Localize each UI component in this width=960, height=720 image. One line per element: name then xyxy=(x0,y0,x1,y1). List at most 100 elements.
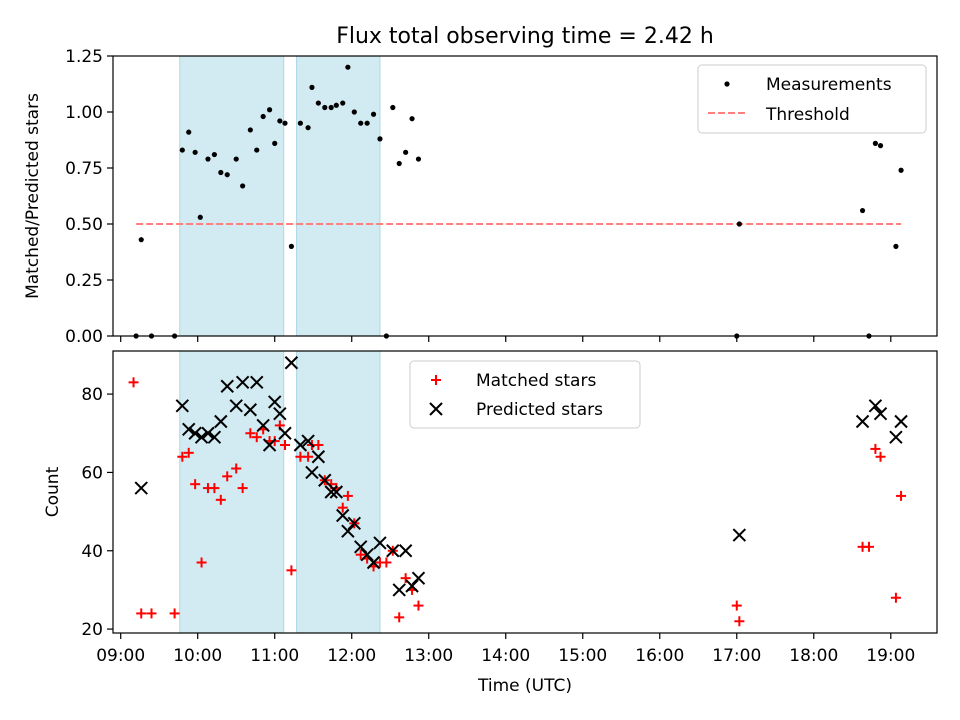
bottom-legend-box xyxy=(409,360,641,429)
predicted-star-point xyxy=(301,434,315,448)
x-tick-label: 13:00 xyxy=(404,646,453,666)
measurement-point xyxy=(266,107,273,113)
bottom-shaded-intervals xyxy=(179,350,381,634)
y-tick-label: 0.50 xyxy=(65,215,103,235)
chart-title: Flux total observing time = 2.42 h xyxy=(336,24,714,49)
marker-stroke xyxy=(268,395,282,409)
measurement-point xyxy=(260,113,266,120)
predicted-star-point xyxy=(273,406,287,421)
marker-stroke xyxy=(243,403,258,417)
matched-star-point xyxy=(190,479,201,490)
predicted-legend-marker xyxy=(429,402,443,416)
predicted-star-point xyxy=(201,426,215,440)
predicted-star-point xyxy=(366,555,381,570)
marker-stroke xyxy=(214,414,228,429)
matched-star-point xyxy=(183,447,194,458)
y-tick-label: 60 xyxy=(81,463,103,483)
matched-star-point xyxy=(413,600,424,611)
matched-star-point xyxy=(303,451,314,462)
predicted-star-point xyxy=(732,528,747,542)
matched-star-point xyxy=(896,490,907,501)
measurement-point xyxy=(186,129,192,135)
measurement-point xyxy=(333,102,339,108)
marker-stroke xyxy=(256,418,270,433)
marker-stroke xyxy=(182,422,196,437)
predicted-star-point xyxy=(889,430,903,444)
matched-star-point xyxy=(313,440,324,450)
measurement-point xyxy=(138,237,144,243)
marker-stroke xyxy=(405,579,419,593)
predicted-star-point xyxy=(873,406,888,421)
top-x-ticks xyxy=(120,336,892,342)
measurement-point xyxy=(415,156,422,162)
measurement-point xyxy=(297,120,303,126)
marker-stroke xyxy=(336,508,350,523)
predicted-star-point xyxy=(207,430,222,444)
matched-star-point xyxy=(286,565,297,576)
matched-star-point xyxy=(222,471,233,482)
predicted-star-point xyxy=(347,516,362,531)
measurement-point xyxy=(205,156,211,162)
marker-stroke xyxy=(873,406,888,421)
legend-matched-stars: Matched stars xyxy=(476,371,596,391)
measurement-point xyxy=(305,125,311,131)
matched-star-point xyxy=(734,616,745,627)
measurement-point xyxy=(192,149,198,155)
marker-stroke xyxy=(354,540,368,554)
marker-stroke xyxy=(229,399,243,413)
shaded-interval-1 xyxy=(179,350,285,634)
measurement-point xyxy=(282,120,288,126)
bottom-y-axis: 20 40 60 80 xyxy=(81,385,113,640)
top-y-axis-label: Matched/Predicted stars xyxy=(23,93,43,299)
measurement-point xyxy=(224,172,230,178)
measurement-point xyxy=(893,243,899,249)
matched-star-point xyxy=(245,428,256,439)
measurement-point xyxy=(351,109,357,115)
y-tick-label: 0.75 xyxy=(65,159,103,179)
y-tick-label: 20 xyxy=(81,620,103,640)
marker-stroke xyxy=(188,426,202,440)
predicted-star-point xyxy=(392,583,406,597)
marker-stroke xyxy=(392,583,406,597)
marker-stroke xyxy=(318,473,332,487)
shaded-interval-1 xyxy=(179,55,285,337)
matched-star-point xyxy=(215,494,226,505)
measurement-point xyxy=(898,167,904,173)
marker-stroke xyxy=(305,465,319,480)
marker-stroke xyxy=(386,544,400,558)
measurement-point xyxy=(403,149,409,155)
matched-star-point xyxy=(355,549,366,560)
bottom-plot-frame xyxy=(112,350,938,634)
x-tick-label: 11:00 xyxy=(250,646,299,666)
top-y-axis: 0.00 0.25 0.50 0.75 1.00 1.25 xyxy=(65,47,113,347)
measurement-point xyxy=(736,221,742,227)
marker-stroke xyxy=(373,536,387,550)
marker-stroke xyxy=(868,399,883,413)
marker-stroke xyxy=(732,528,747,542)
matched-star-point xyxy=(870,443,881,454)
marker-stroke xyxy=(207,430,222,444)
marker-stroke xyxy=(347,516,362,531)
marker-stroke xyxy=(250,375,264,390)
matched-star-point xyxy=(237,483,248,494)
predicted-star-point xyxy=(318,473,332,487)
y-tick-label: 80 xyxy=(81,385,103,405)
measurement-point xyxy=(364,120,370,126)
matched-star-point xyxy=(342,490,353,501)
x-tick-label: 10:00 xyxy=(173,646,222,666)
y-tick-label: 0.25 xyxy=(65,271,103,291)
matched-star-point xyxy=(231,463,242,474)
marker-stroke xyxy=(235,375,250,390)
measurements-series xyxy=(133,64,904,339)
matched-star-point xyxy=(177,451,188,462)
predicted-star-point xyxy=(134,481,148,495)
top-legend-box xyxy=(697,64,927,134)
predicted-star-point xyxy=(278,426,292,440)
measurement-point xyxy=(211,151,217,158)
marker-stroke xyxy=(278,426,292,440)
marker-stroke xyxy=(894,414,908,429)
x-tick-label: 17:00 xyxy=(712,646,761,666)
marker-stroke xyxy=(311,450,326,464)
legend-measurements: Measurements xyxy=(766,75,892,95)
